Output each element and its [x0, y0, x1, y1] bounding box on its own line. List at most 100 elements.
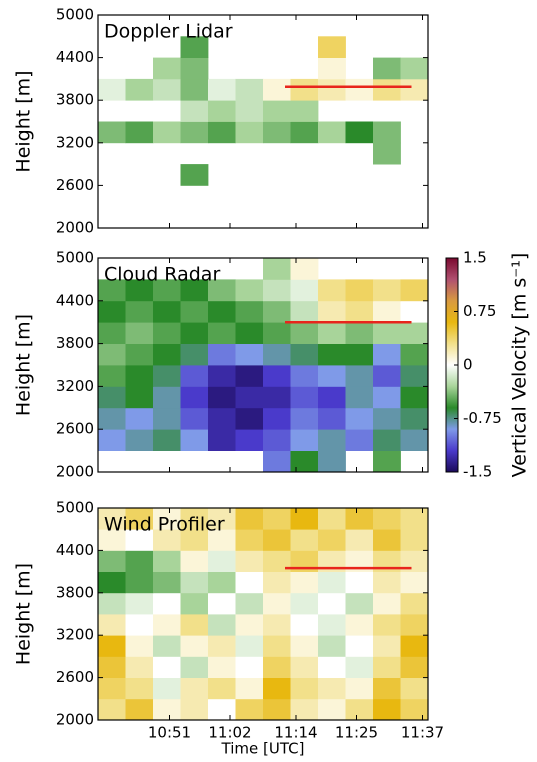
heat-cell: [153, 529, 181, 551]
heat-cell: [345, 300, 374, 323]
heat-cell: [98, 429, 126, 451]
heat-cell: [208, 677, 236, 700]
heat-cell: [208, 529, 236, 551]
heat-cell: [208, 656, 236, 678]
heat-cell: [125, 698, 154, 721]
heat-cell: [98, 508, 126, 530]
heat-cell: [125, 592, 154, 615]
heat-cell: [235, 508, 264, 530]
heat-cell: [400, 322, 429, 344]
heat-cell: [345, 121, 374, 144]
heat-cell: [318, 529, 346, 551]
heat-cell: [235, 529, 264, 551]
x-tick-label: 11:37: [401, 724, 444, 742]
y-tick-label: 3200: [56, 133, 94, 151]
heat-cell: [235, 698, 264, 721]
heat-cell: [208, 508, 236, 530]
heat-cell: [98, 343, 126, 366]
y-tick-label: 2600: [56, 420, 94, 438]
heat-cell: [180, 279, 209, 302]
heat-cell: [98, 656, 126, 678]
heat-cell: [290, 407, 319, 430]
heat-cell: [318, 121, 346, 144]
heat-cell: [318, 677, 346, 700]
heat-cell: [235, 121, 264, 144]
y-tick-label: 2600: [56, 176, 94, 194]
heat-cell: [235, 614, 264, 636]
heat-cell: [125, 529, 154, 551]
heat-cell: [153, 279, 181, 302]
heat-cell: [98, 365, 126, 387]
x-axis-label: Time [UTC]: [221, 740, 305, 758]
heat-cell: [263, 407, 291, 430]
heat-cell: [235, 677, 264, 700]
heat-cell: [290, 343, 319, 366]
heat-cell: [400, 529, 429, 551]
heat-cell: [180, 407, 209, 430]
heat-cell: [290, 429, 319, 451]
heat-cell: [290, 635, 319, 657]
heat-cell: [345, 656, 374, 678]
heat-cell: [98, 279, 126, 302]
heat-cell: [180, 121, 209, 144]
heat-cell: [290, 279, 319, 302]
heat-cell: [263, 78, 291, 101]
heat-cell: [235, 571, 264, 594]
heat-cell: [345, 343, 374, 366]
heat-cell: [400, 78, 429, 101]
colorbar-label: Vertical Velocity [m s⁻¹]: [509, 253, 531, 478]
heat-cell: [208, 407, 236, 430]
heat-cell: [290, 300, 319, 323]
heat-cell: [345, 322, 374, 344]
heat-cell: [400, 407, 429, 430]
heat-cell: [235, 429, 264, 451]
heat-cell: [263, 550, 291, 572]
heat-cell: [318, 57, 346, 80]
heat-cell: [180, 322, 209, 344]
heat-cell: [400, 592, 429, 615]
heat-cell: [290, 508, 319, 530]
colorbar-tick-label: -0.75: [463, 409, 502, 427]
heat-cell: [235, 407, 264, 430]
heat-cell: [373, 407, 401, 430]
colorbar-tick-label: 0.75: [463, 302, 496, 320]
y-tick-label: 3800: [56, 583, 94, 601]
heat-cell: [400, 550, 429, 572]
heat-cell: [125, 407, 154, 430]
heat-cell: [153, 386, 181, 409]
heat-cell: [318, 78, 346, 101]
y-axis-label: Height [m]: [13, 70, 35, 172]
heat-cell: [235, 78, 264, 101]
heat-cell: [180, 571, 209, 594]
heat-cell: [400, 635, 429, 657]
heat-cell: [208, 100, 236, 122]
heat-cell: [400, 656, 429, 678]
heat-cell: [98, 635, 126, 657]
heat-cell: [208, 698, 236, 721]
heat-cell: [318, 386, 346, 409]
heat-cell: [98, 550, 126, 572]
heat-cell: [153, 429, 181, 451]
heat-cell: [290, 698, 319, 721]
heat-cell: [98, 386, 126, 409]
heat-cell: [345, 365, 374, 387]
heat-cell: [400, 677, 429, 700]
heat-cell: [263, 677, 291, 700]
heat-cell: [180, 529, 209, 551]
panel-title: Cloud Radar: [104, 264, 220, 286]
heat-cell: [125, 279, 154, 302]
x-tick-label: 10:51: [148, 724, 191, 742]
heat-cell: [263, 322, 291, 344]
heat-cell: [125, 508, 154, 530]
heat-cell: [125, 550, 154, 572]
heat-cell: [318, 36, 346, 58]
heat-cell: [180, 365, 209, 387]
heat-cell: [98, 698, 126, 721]
heat-cell: [180, 592, 209, 615]
heat-cell: [345, 614, 374, 636]
heat-cell: [345, 635, 374, 657]
heat-cell: [290, 78, 319, 101]
heat-cell: [345, 571, 374, 594]
heat-cell: [180, 508, 209, 530]
y-tick-label: 5000: [56, 499, 94, 517]
